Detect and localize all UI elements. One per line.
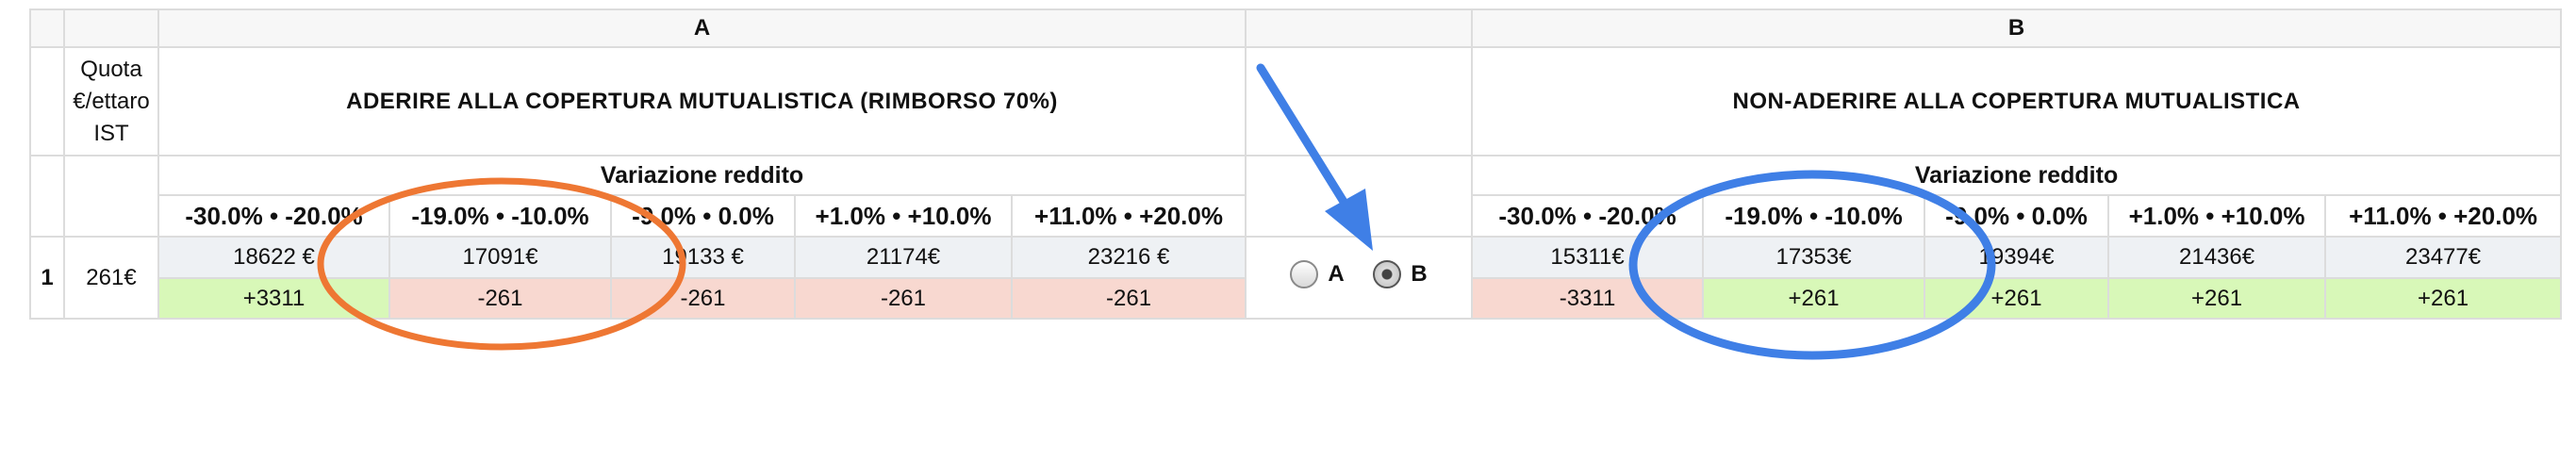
range-header-b-1: -30.0% • -20.0% (1471, 194, 1705, 238)
income-b-5: 23477€ (2324, 236, 2563, 279)
radio-b[interactable] (1373, 260, 1402, 288)
delta-b-5: +261 (2324, 277, 2563, 320)
income-row: 1 261€ 18622 € 17091€ 19133 € 21174€ 232… (29, 236, 2563, 320)
delta-b-2: +261 (1702, 277, 1926, 320)
choice-cell: A B (1245, 236, 1474, 320)
quota-header: Quota €/ettaro IST (63, 46, 159, 156)
middle-letter-cell (1245, 8, 1474, 48)
choice-a-label: A (1328, 261, 1345, 287)
option-b-letter: B (1471, 8, 2563, 48)
income-b-4: 21436€ (2107, 236, 2327, 279)
delta-b-1: -3311 (1471, 277, 1705, 320)
option-a-letter: A (157, 8, 1247, 48)
option-letter-row: A B (29, 8, 2563, 48)
quota-header-label: Quota €/ettaro IST (73, 56, 150, 146)
empty-cell (29, 155, 65, 238)
option-a-variation-label: Variazione reddito (157, 155, 1247, 196)
empty-cell (63, 155, 159, 238)
choice-b[interactable]: B (1373, 260, 1428, 288)
income-a-4: 21174€ (794, 236, 1013, 279)
middle-title-cell (1245, 46, 1474, 156)
range-header-b-4: +1.0% • +10.0% (2107, 194, 2327, 238)
choice-table: A B Quota €/ettaro IST ADERIRE ALLA COPE… (29, 8, 2563, 320)
corner-cell (29, 8, 65, 48)
range-header-b-5: +11.0% • +20.0% (2324, 194, 2563, 238)
income-b-2: 17353€ (1702, 236, 1926, 279)
income-a-1: 18622 € (157, 236, 390, 279)
range-header-a-2: -19.0% • -10.0% (388, 194, 612, 238)
delta-b-4: +261 (2107, 277, 2327, 320)
income-a-2: 17091€ (388, 236, 612, 279)
range-header-a-5: +11.0% • +20.0% (1010, 194, 1247, 238)
option-a-title: ADERIRE ALLA COPERTURA MUTUALISTICA (RIM… (157, 46, 1247, 156)
delta-a-4: -261 (794, 277, 1013, 320)
quota-value: 261€ (63, 236, 159, 320)
radio-a[interactable] (1290, 260, 1319, 288)
delta-a-3: -261 (610, 277, 796, 320)
middle-variation-cell (1245, 155, 1474, 238)
range-header-b-3: -9.0% • 0.0% (1924, 194, 2110, 238)
empty-cell (29, 46, 65, 156)
range-header-a-1: -30.0% • -20.0% (157, 194, 390, 238)
income-a-5: 23216 € (1010, 236, 1247, 279)
range-header-b-2: -19.0% • -10.0% (1702, 194, 1926, 238)
income-a-3: 19133 € (610, 236, 796, 279)
income-b-3: 19394€ (1924, 236, 2110, 279)
choice-b-label: B (1411, 261, 1428, 287)
delta-a-1: +3311 (157, 277, 390, 320)
variation-row: Variazione reddito Variazione reddito (29, 155, 2563, 238)
option-b-variation-label: Variazione reddito (1471, 155, 2563, 196)
option-title-row: Quota €/ettaro IST ADERIRE ALLA COPERTUR… (29, 46, 2563, 156)
option-b-title: NON-ADERIRE ALLA COPERTURA MUTUALISTICA (1471, 46, 2563, 156)
row-number: 1 (29, 236, 65, 320)
delta-a-5: -261 (1010, 277, 1247, 320)
delta-a-2: -261 (388, 277, 612, 320)
delta-b-3: +261 (1924, 277, 2110, 320)
range-header-a-4: +1.0% • +10.0% (794, 194, 1013, 238)
income-b-1: 15311€ (1471, 236, 1705, 279)
corner-cell (63, 8, 159, 48)
choice-a[interactable]: A (1290, 260, 1345, 288)
range-header-a-3: -9.0% • 0.0% (610, 194, 796, 238)
